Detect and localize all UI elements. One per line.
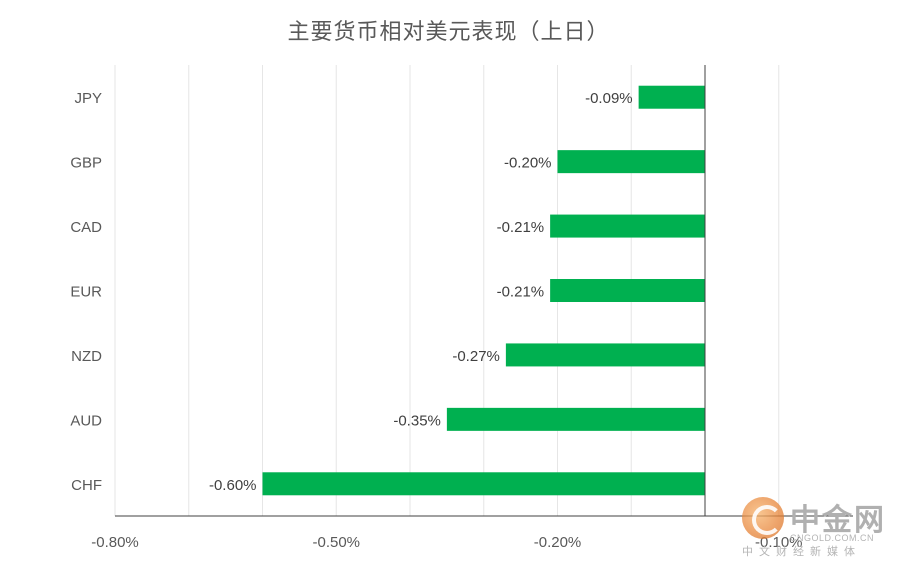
category-label-eur: EUR <box>70 284 102 301</box>
category-label-jpy: JPY <box>74 90 102 107</box>
x-tick-label: -0.80% <box>91 534 139 551</box>
bar-chf <box>262 472 705 496</box>
category-label-cad: CAD <box>70 219 102 236</box>
x-tick-label: -0.20% <box>534 534 582 551</box>
data-label-aud: -0.35% <box>393 412 441 429</box>
bar-aud <box>446 407 705 431</box>
data-label-chf: -0.60% <box>209 477 257 494</box>
cngold-watermark: 中金网 CNGOLD.COM.CN 中文财经新媒体 <box>740 495 890 558</box>
watermark-subtitle: 中文财经新媒体 <box>742 545 861 558</box>
data-label-eur: -0.21% <box>497 284 545 301</box>
bar-nzd <box>505 343 705 367</box>
watermark-logo-text: 中金网 <box>790 503 886 538</box>
bar-jpy <box>638 85 705 109</box>
category-label-chf: CHF <box>71 477 102 494</box>
data-label-gbp: -0.20% <box>504 155 552 172</box>
category-label-nzd: NZD <box>71 348 102 365</box>
category-label-aud: AUD <box>70 412 102 429</box>
labels: JPY -0.09% GBP -0.20% CAD -0.21% EUR -0.21% NZD -… <box>70 90 802 551</box>
axes <box>115 65 853 517</box>
bars <box>262 85 705 496</box>
data-label-cad: -0.21% <box>497 219 545 236</box>
bar-gbp <box>557 150 705 174</box>
data-label-nzd: -0.27% <box>452 348 500 365</box>
chart-title: 主要货币相对美元表现（上日） <box>287 20 610 45</box>
bar-cad <box>550 214 705 238</box>
bar-eur <box>550 279 705 302</box>
logo-spiral-icon <box>752 505 782 535</box>
data-label-jpy: -0.09% <box>585 90 633 107</box>
watermark-url: CNGOLD.COM.CN <box>790 533 875 543</box>
x-tick-label: -0.50% <box>312 534 360 551</box>
category-label-gbp: GBP <box>70 155 102 172</box>
